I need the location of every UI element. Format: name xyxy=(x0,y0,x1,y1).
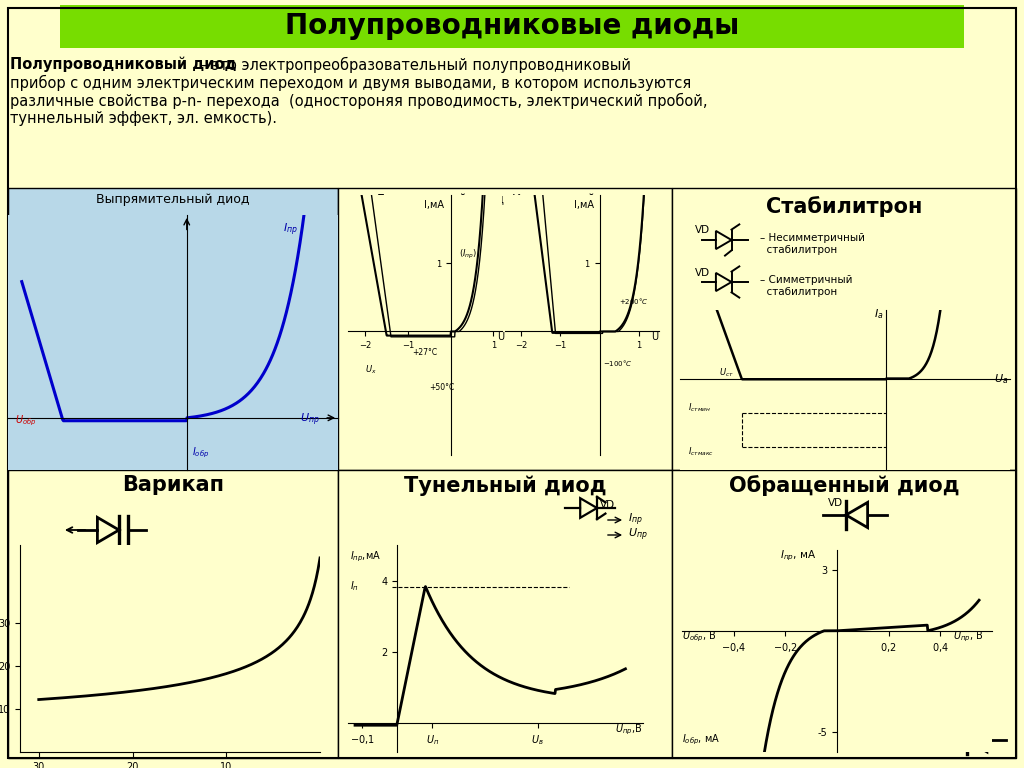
Text: U: U xyxy=(651,332,657,342)
Text: Тунельный диод: Тунельный диод xyxy=(403,475,606,495)
Bar xyxy=(8,188,338,470)
Text: VD: VD xyxy=(695,268,710,278)
Text: $I_п$: $I_п$ xyxy=(350,580,358,594)
Text: VD: VD xyxy=(600,500,615,510)
Bar xyxy=(672,470,1016,758)
Text: $I_{ст мин}$: $I_{ст мин}$ xyxy=(688,402,712,414)
Text: $I_{ст макс}$: $I_{ст макс}$ xyxy=(688,445,714,458)
Text: Варикап: Варикап xyxy=(122,475,224,495)
Text: $U_{пр}$: $U_{пр}$ xyxy=(299,412,319,429)
Text: VD: VD xyxy=(90,225,106,235)
Text: $U_{пр}$,В: $U_{пр}$,В xyxy=(614,723,642,737)
Text: +27°C: +27°C xyxy=(413,349,437,357)
Text: – это электропреобразовательный полупроводниковый: – это электропреобразовательный полупров… xyxy=(195,57,631,73)
Bar xyxy=(672,188,1016,470)
Text: $(I_{пр})$: $(I_{пр})$ xyxy=(459,247,477,260)
Bar xyxy=(8,470,338,758)
Text: $U_{пр}$: $U_{пр}$ xyxy=(173,300,195,316)
Text: –: – xyxy=(956,738,964,752)
Text: –: – xyxy=(142,259,152,277)
Text: $I_{пр}$: $I_{пр}$ xyxy=(283,222,298,238)
Bar xyxy=(338,470,672,758)
Text: +50°C: +50°C xyxy=(429,382,455,392)
Bar xyxy=(338,188,672,470)
Text: $U_{ст}$: $U_{ст}$ xyxy=(719,366,733,379)
Text: $I_{обр}$: $I_{обр}$ xyxy=(193,446,210,460)
Text: Полупроводниковые диоды: Полупроводниковые диоды xyxy=(285,12,739,41)
Text: +: + xyxy=(68,259,82,277)
Text: $I_{обр}$, мА: $I_{обр}$, мА xyxy=(682,733,720,746)
Text: $-100°C$: $-100°C$ xyxy=(603,358,633,368)
Text: I,мА: I,мА xyxy=(573,200,594,210)
Text: $U_x$: $U_x$ xyxy=(366,363,377,376)
Text: $U_{обр}$: $U_{обр}$ xyxy=(15,414,37,429)
Text: VD: VD xyxy=(827,498,843,508)
Text: различные свойства p-n- перехода  (одностороняя проводимость, электрический проб: различные свойства p-n- перехода (одност… xyxy=(10,93,708,109)
Text: – Симметричный
  стабилитрон: – Симметричный стабилитрон xyxy=(760,275,853,296)
Text: I,мА: I,мА xyxy=(424,200,444,210)
Text: Германиевый диод  Кремниевый диод: Германиевый диод Кремниевый диод xyxy=(377,193,633,206)
Text: $U_а$: $U_а$ xyxy=(993,372,1008,386)
Text: туннельный эффект, эл. емкость).: туннельный эффект, эл. емкость). xyxy=(10,111,278,126)
Text: $I_а$: $I_а$ xyxy=(873,307,884,321)
Text: U: U xyxy=(498,332,505,342)
Text: Выпрямительный диод: Выпрямительный диод xyxy=(96,193,250,206)
Text: $I_{пр}$, мА: $I_{пр}$, мА xyxy=(780,548,816,563)
Text: VD: VD xyxy=(695,225,710,235)
Text: Стабилитрон: Стабилитрон xyxy=(766,196,923,217)
Text: Обращенный диод: Обращенный диод xyxy=(729,475,959,496)
Text: $U_{обр}$, В: $U_{обр}$, В xyxy=(682,629,717,644)
Text: $U_{обр}$: $U_{обр}$ xyxy=(42,545,69,562)
Text: Полупроводниковый диод: Полупроводниковый диод xyxy=(10,57,237,72)
Text: прибор с одним электрическим переходом и двумя выводами, в котором используются: прибор с одним электрическим переходом и… xyxy=(10,75,691,91)
Bar xyxy=(60,5,964,48)
Text: – Несимметричный
  стабилитрон: – Несимметричный стабилитрон xyxy=(760,233,865,255)
Text: $I_{пр}$: $I_{пр}$ xyxy=(173,283,189,300)
Text: $U_{пр}$, В: $U_{пр}$, В xyxy=(953,629,984,644)
Text: $I_{пр}$,мА: $I_{пр}$,мА xyxy=(350,550,381,564)
Text: $I_{пр}$: $I_{пр}$ xyxy=(628,511,643,528)
Text: $U_{пр}$: $U_{пр}$ xyxy=(628,527,648,543)
Text: $+200°C$: $+200°C$ xyxy=(620,296,649,306)
